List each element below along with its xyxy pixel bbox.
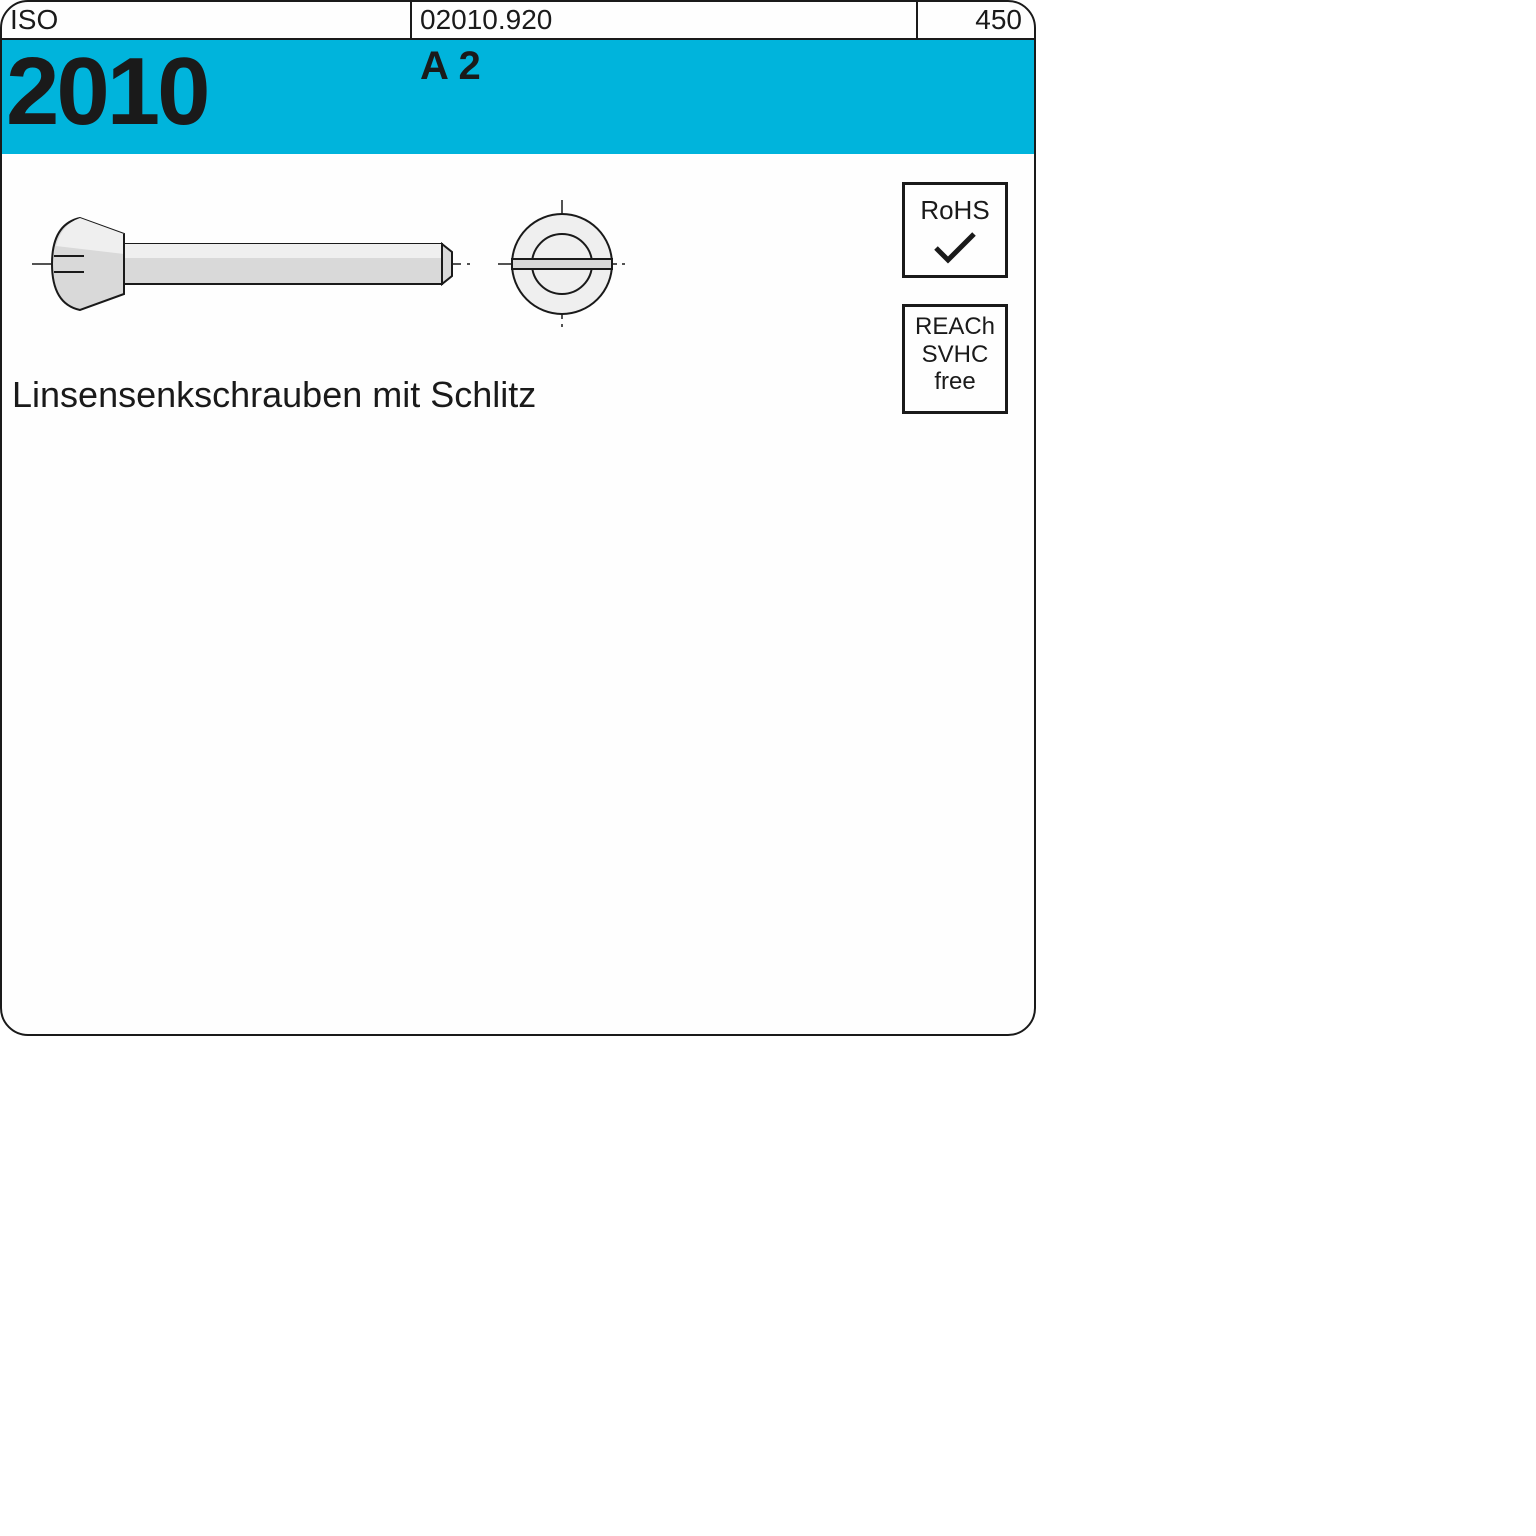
header-row: ISO 02010.920 450 (2, 2, 1034, 40)
screw-diagram (32, 194, 632, 334)
product-description: Linsensenkschrauben mit Schlitz (12, 374, 536, 416)
reach-line2: SVHC (905, 341, 1005, 369)
cyan-band: 2010 A 2 (2, 40, 1034, 154)
rohs-label: RoHS (905, 195, 1005, 226)
body-area: RoHS REACh SVHC free Linsensenkschrauben… (2, 154, 1034, 1034)
reach-badge: REACh SVHC free (902, 304, 1008, 414)
reach-line1: REACh (905, 313, 1005, 341)
standard-number: 2010 (2, 40, 412, 154)
material-grade: A 2 (412, 40, 1034, 154)
rohs-badge: RoHS (902, 182, 1008, 278)
spec-card: ISO 02010.920 450 2010 A 2 (0, 0, 1036, 1036)
header-standard: ISO (2, 2, 412, 38)
reach-line3: free (905, 368, 1005, 396)
header-qty: 450 (918, 2, 1034, 38)
header-code: 02010.920 (412, 2, 918, 38)
check-icon (932, 230, 978, 266)
